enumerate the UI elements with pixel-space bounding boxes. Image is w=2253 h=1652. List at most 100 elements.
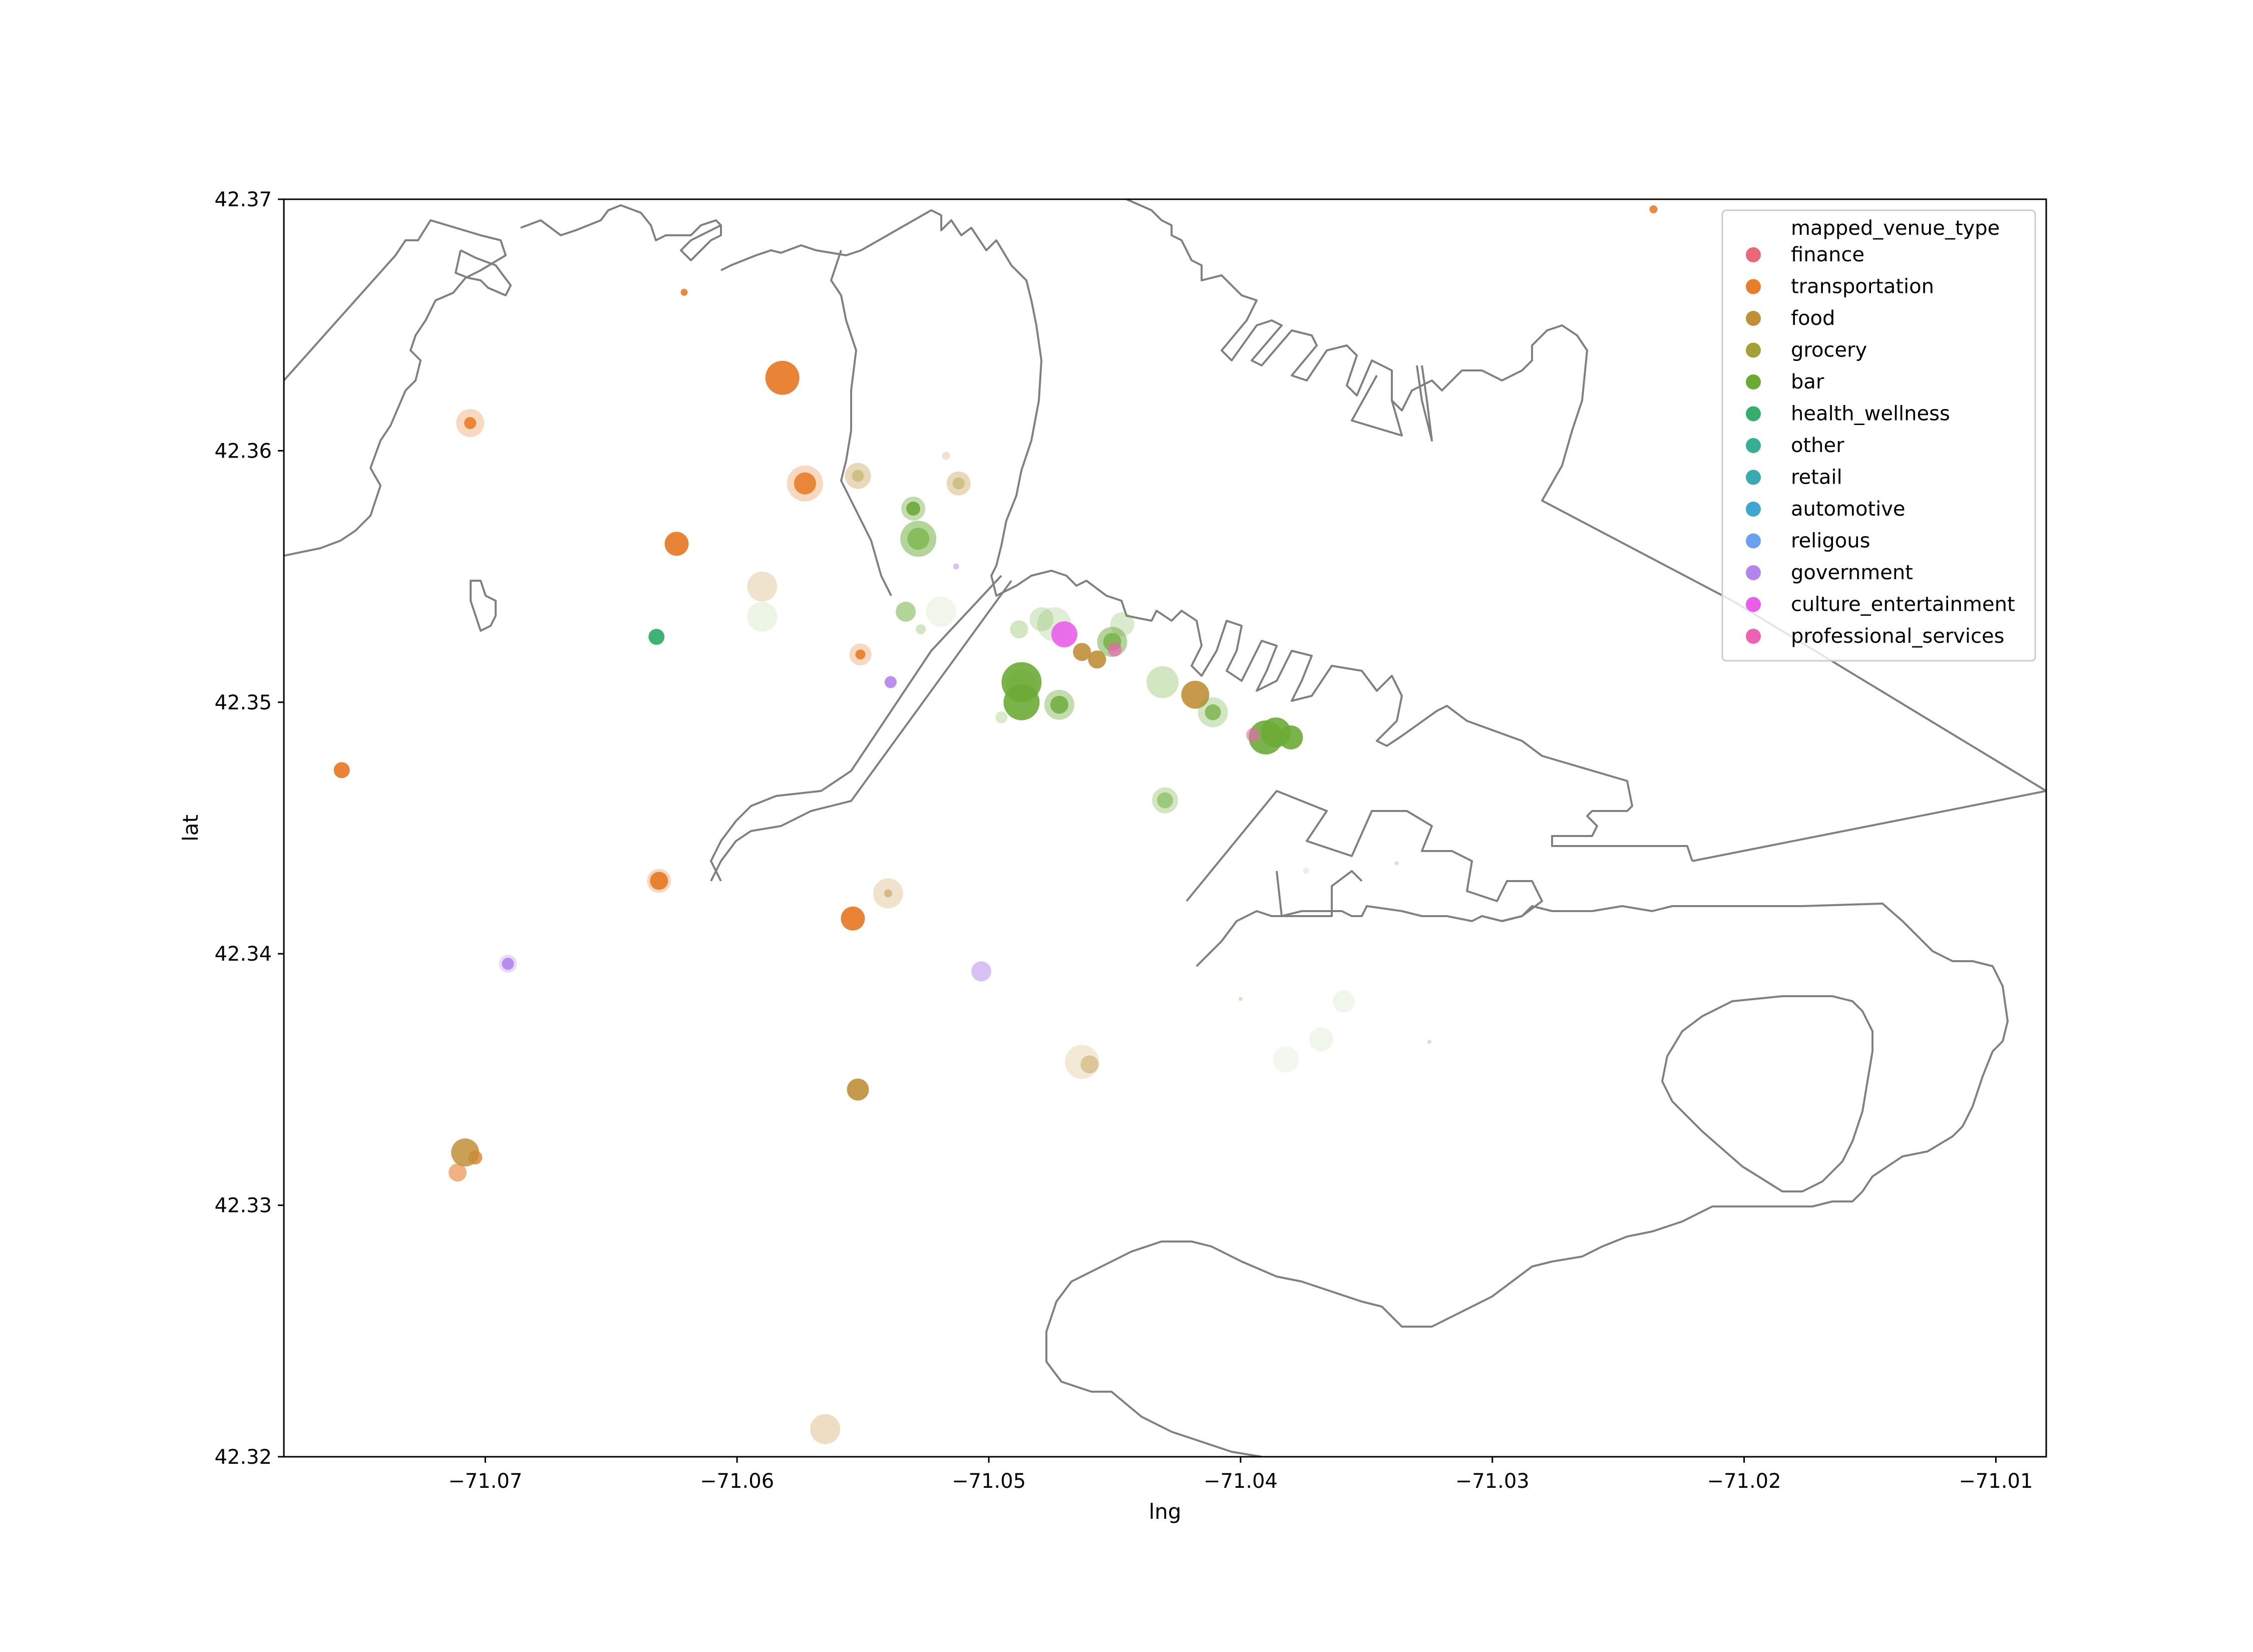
data-point-food <box>845 463 871 489</box>
data-point-food <box>747 571 778 602</box>
data-point-transportation <box>333 762 350 778</box>
x-tick-label: −71.02 <box>1707 1470 1781 1493</box>
scatter-points <box>333 205 1658 1444</box>
data-point-bar <box>1303 868 1309 874</box>
data-point-transportation <box>841 906 865 931</box>
data-point-transportation <box>765 360 800 395</box>
data-point-grocery <box>952 477 965 490</box>
legend-marker-grocery <box>1746 342 1761 358</box>
y-tick-label: 42.32 <box>214 1446 272 1469</box>
x-tick-label: −71.04 <box>1204 1470 1278 1493</box>
x-tick-label: −71.03 <box>1455 1470 1530 1493</box>
data-point-government <box>502 958 514 970</box>
data-point-food <box>942 452 950 460</box>
data-point-bar <box>1394 861 1399 866</box>
data-point-food <box>451 1138 480 1167</box>
legend-marker-government <box>1746 565 1761 580</box>
plot-frame <box>283 198 2047 1458</box>
y-tick-label: 42.34 <box>214 943 272 966</box>
data-point-transportation <box>456 409 485 438</box>
data-point-bar <box>1427 1040 1431 1044</box>
data-point-transportation <box>849 643 872 666</box>
data-point-transportation <box>680 288 688 296</box>
legend-label-professional_services: professional_services <box>1791 625 2004 648</box>
legend-label-other: other <box>1791 434 1844 457</box>
data-point-government <box>499 955 517 973</box>
data-point-food <box>810 1414 841 1444</box>
x-axis-ticks: −71.07 −71.06 −71.05 −71.04 −71.03 −71.02 −71.… <box>448 1457 2033 1493</box>
legend-box <box>1721 209 2036 662</box>
y-tick-label: 42.37 <box>214 188 272 211</box>
data-point-government <box>971 961 991 982</box>
legend-label-automotive: automotive <box>1791 498 1906 521</box>
legend-label-health_wellness: health_wellness <box>1791 402 1950 426</box>
data-point-bar <box>1146 666 1179 698</box>
legend-label-finance: finance <box>1791 243 1864 266</box>
data-point-bar <box>926 596 956 627</box>
data-point-bar <box>1050 695 1068 714</box>
legend: mapped_venue_type finance transportation f… <box>1721 209 2036 662</box>
legend-label-government: government <box>1791 561 1913 584</box>
legend-label-culture_entertainment: culture_entertainment <box>1791 593 2015 616</box>
y-tick-label: 42.36 <box>214 440 272 463</box>
data-point-bar <box>1333 990 1355 1013</box>
data-point-bar <box>1309 1027 1333 1052</box>
data-point-grocery <box>852 470 864 482</box>
data-point-health_wellness <box>648 629 665 645</box>
data-point-bar <box>916 624 926 635</box>
x-axis-label: lng <box>1149 1499 1182 1524</box>
data-point-government <box>884 676 897 688</box>
data-point-bar <box>747 601 778 632</box>
legend-label-bar: bar <box>1791 370 1824 393</box>
data-point-food <box>847 1078 869 1101</box>
data-point-food <box>1065 1045 1099 1079</box>
data-point-bar <box>995 711 1008 723</box>
legend-marker-religous <box>1746 533 1761 549</box>
data-point-food <box>1073 643 1091 661</box>
legend-marker-retail <box>1746 470 1761 485</box>
legend-marker-professional_services <box>1746 629 1761 644</box>
data-point-transportation <box>664 532 689 556</box>
data-point-food <box>1088 650 1106 669</box>
legend-marker-other <box>1746 438 1761 453</box>
y-axis-label: lat <box>178 814 203 842</box>
data-point-bar <box>1205 704 1221 720</box>
data-point-bar <box>1157 792 1173 808</box>
data-point-transportation <box>794 472 816 495</box>
data-point-professional_services <box>1107 642 1122 657</box>
data-point-transportation <box>448 1163 467 1182</box>
legend-label-transportation: transportation <box>1791 275 1934 298</box>
data-point-food <box>1181 680 1210 709</box>
legend-marker-bar <box>1746 374 1761 389</box>
data-point-food <box>884 889 892 898</box>
data-point-transportation <box>855 649 866 660</box>
x-tick-label: −71.06 <box>700 1470 774 1493</box>
x-tick-label: −71.07 <box>448 1470 522 1493</box>
legend-marker-culture_entertainment <box>1746 597 1761 612</box>
x-tick-label: −71.05 <box>952 1470 1026 1493</box>
data-point-bar <box>907 528 930 550</box>
data-point-culture_entertainment <box>1051 621 1077 648</box>
legend-marker-food <box>1746 311 1761 326</box>
data-point-transportation <box>787 465 823 502</box>
y-axis-ticks: 42.32 42.33 42.34 42.35 42.36 42.37 <box>214 188 284 1469</box>
coastline-map <box>284 199 2046 1457</box>
data-point-professional_services <box>1246 728 1260 742</box>
y-tick-label: 42.33 <box>214 1194 272 1217</box>
legend-label-retail: retail <box>1791 466 1842 489</box>
data-point-bar <box>1279 725 1303 750</box>
legend-label-food: food <box>1791 307 1835 330</box>
legend-label-grocery: grocery <box>1791 339 1867 362</box>
data-point-transportation <box>464 417 477 430</box>
x-tick-label: −71.01 <box>1959 1470 2033 1493</box>
data-point-bar <box>1029 607 1054 632</box>
data-point-bar <box>896 601 916 622</box>
legend-marker-health_wellness <box>1746 406 1761 422</box>
data-point-transportation <box>650 872 668 890</box>
legend-marker-automotive <box>1746 502 1761 517</box>
data-point-bar <box>1010 620 1028 639</box>
data-point-bar <box>1003 684 1040 720</box>
data-point-food <box>946 471 971 496</box>
data-point-bar <box>906 501 921 516</box>
